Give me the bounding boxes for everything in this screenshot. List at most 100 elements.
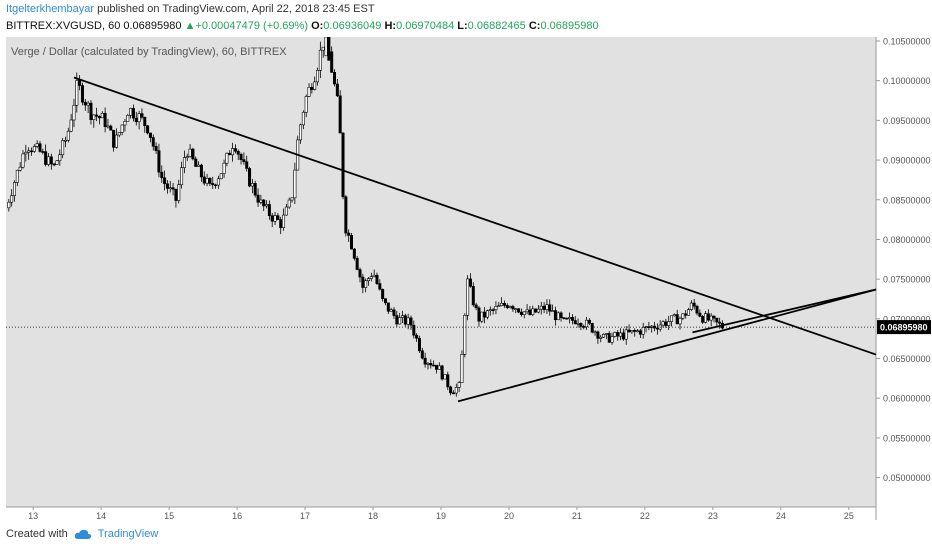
candle-body	[695, 305, 699, 314]
candle-body	[366, 278, 370, 282]
candle-body	[24, 151, 28, 155]
candle-body	[389, 309, 393, 312]
candle-body	[633, 330, 637, 332]
candle-body	[174, 188, 178, 201]
candle-body	[41, 151, 45, 153]
candle-body	[72, 104, 76, 121]
candle-body	[471, 286, 475, 306]
candle-body	[95, 114, 99, 117]
candle-body	[573, 320, 577, 324]
candle-body	[282, 214, 286, 228]
candle-body	[197, 164, 201, 167]
open-value: 0.06936049	[323, 20, 382, 32]
candle-body	[641, 327, 645, 335]
candle-body	[225, 152, 229, 164]
candle-body	[715, 317, 719, 323]
candle-body	[545, 304, 549, 310]
candle-body	[199, 164, 203, 178]
candle-body	[621, 332, 625, 340]
candle-body	[593, 331, 597, 334]
current-price-label: 0.06895980	[880, 323, 928, 333]
candle-body	[330, 51, 334, 73]
candle-body	[704, 313, 708, 323]
y-tick-label: 0.08000000	[883, 235, 931, 245]
candle-body	[551, 310, 555, 312]
candle-body	[222, 162, 226, 174]
candle-body	[548, 304, 552, 312]
y-tick-label: 0.10000000	[883, 76, 931, 86]
candle-body	[565, 317, 569, 320]
candle-body	[483, 311, 487, 318]
candle-body	[35, 143, 39, 147]
candle-body	[318, 49, 322, 71]
time-axis[interactable]	[6, 507, 876, 520]
candle-body	[287, 199, 291, 208]
candle-body	[202, 176, 206, 184]
y-tick-label: 0.06500000	[883, 354, 931, 364]
candle-body	[205, 178, 209, 184]
candle-body	[123, 121, 127, 126]
ohlc-bar: BITTREX:XVGUSD, 60 0.06895980 ▲+0.000474…	[6, 20, 599, 32]
candle-body	[18, 166, 22, 171]
candle-body	[270, 215, 274, 222]
candle-body	[231, 148, 235, 156]
candle-body	[511, 306, 515, 310]
candle-body	[655, 327, 659, 330]
tradingview-brand[interactable]: TradingView	[97, 528, 159, 540]
candle-body	[256, 194, 260, 203]
candle-body	[163, 177, 167, 185]
candle-body	[369, 276, 373, 279]
candle-body	[531, 308, 535, 315]
close-label: C:	[528, 20, 541, 32]
last-price: 0.06895980	[123, 20, 182, 32]
candle-body	[112, 129, 116, 148]
candle-body	[165, 183, 169, 189]
candle-body	[126, 114, 130, 122]
candle-body	[12, 182, 16, 196]
author-link[interactable]: Itgelterkhembayar	[6, 3, 95, 15]
candle-body	[259, 199, 263, 203]
candle-body	[327, 37, 331, 61]
candle-body	[316, 70, 320, 83]
candle-body	[568, 317, 572, 319]
candle-body	[117, 132, 121, 136]
plot-area[interactable]	[6, 37, 876, 507]
x-tick-label: 19	[436, 511, 446, 520]
candle-body	[412, 324, 416, 336]
candle-body	[140, 113, 144, 118]
candle-body	[638, 330, 642, 335]
candle-body	[576, 323, 580, 325]
y-tick-label: 0.05000000	[883, 473, 931, 483]
candle-body	[160, 171, 164, 179]
apex-trendline[interactable]	[692, 288, 877, 334]
candle-body	[245, 161, 249, 169]
candle-body	[474, 304, 478, 309]
candle-body	[678, 317, 682, 325]
candle-body	[75, 80, 79, 106]
candle-body	[491, 309, 495, 311]
candle-body	[129, 108, 133, 116]
price-chart[interactable]: 0.10500000 0.10000000 0.09500000 0.09000000…	[0, 37, 932, 520]
candle-body	[446, 374, 450, 388]
candle-body	[304, 96, 308, 113]
candle-body	[29, 150, 33, 153]
candle-body	[344, 196, 348, 234]
candle-body	[171, 187, 175, 190]
y-tick-label: 0.07500000	[883, 275, 931, 285]
candle-body	[443, 374, 447, 380]
price-axis[interactable]	[876, 37, 932, 507]
candle-body	[596, 331, 600, 339]
candle-body	[44, 151, 48, 165]
candle-body	[661, 321, 665, 326]
candle-body	[378, 283, 382, 290]
candle-body	[689, 302, 693, 310]
candle-body	[480, 311, 484, 322]
candle-body	[333, 72, 337, 85]
candle-body	[148, 132, 152, 138]
descending-trendline[interactable]	[73, 76, 877, 356]
candle-body	[681, 313, 685, 319]
candle-body	[293, 169, 297, 199]
x-tick-label: 16	[232, 511, 242, 520]
ascending-trendline[interactable]	[457, 288, 877, 403]
candle-body	[143, 116, 147, 126]
